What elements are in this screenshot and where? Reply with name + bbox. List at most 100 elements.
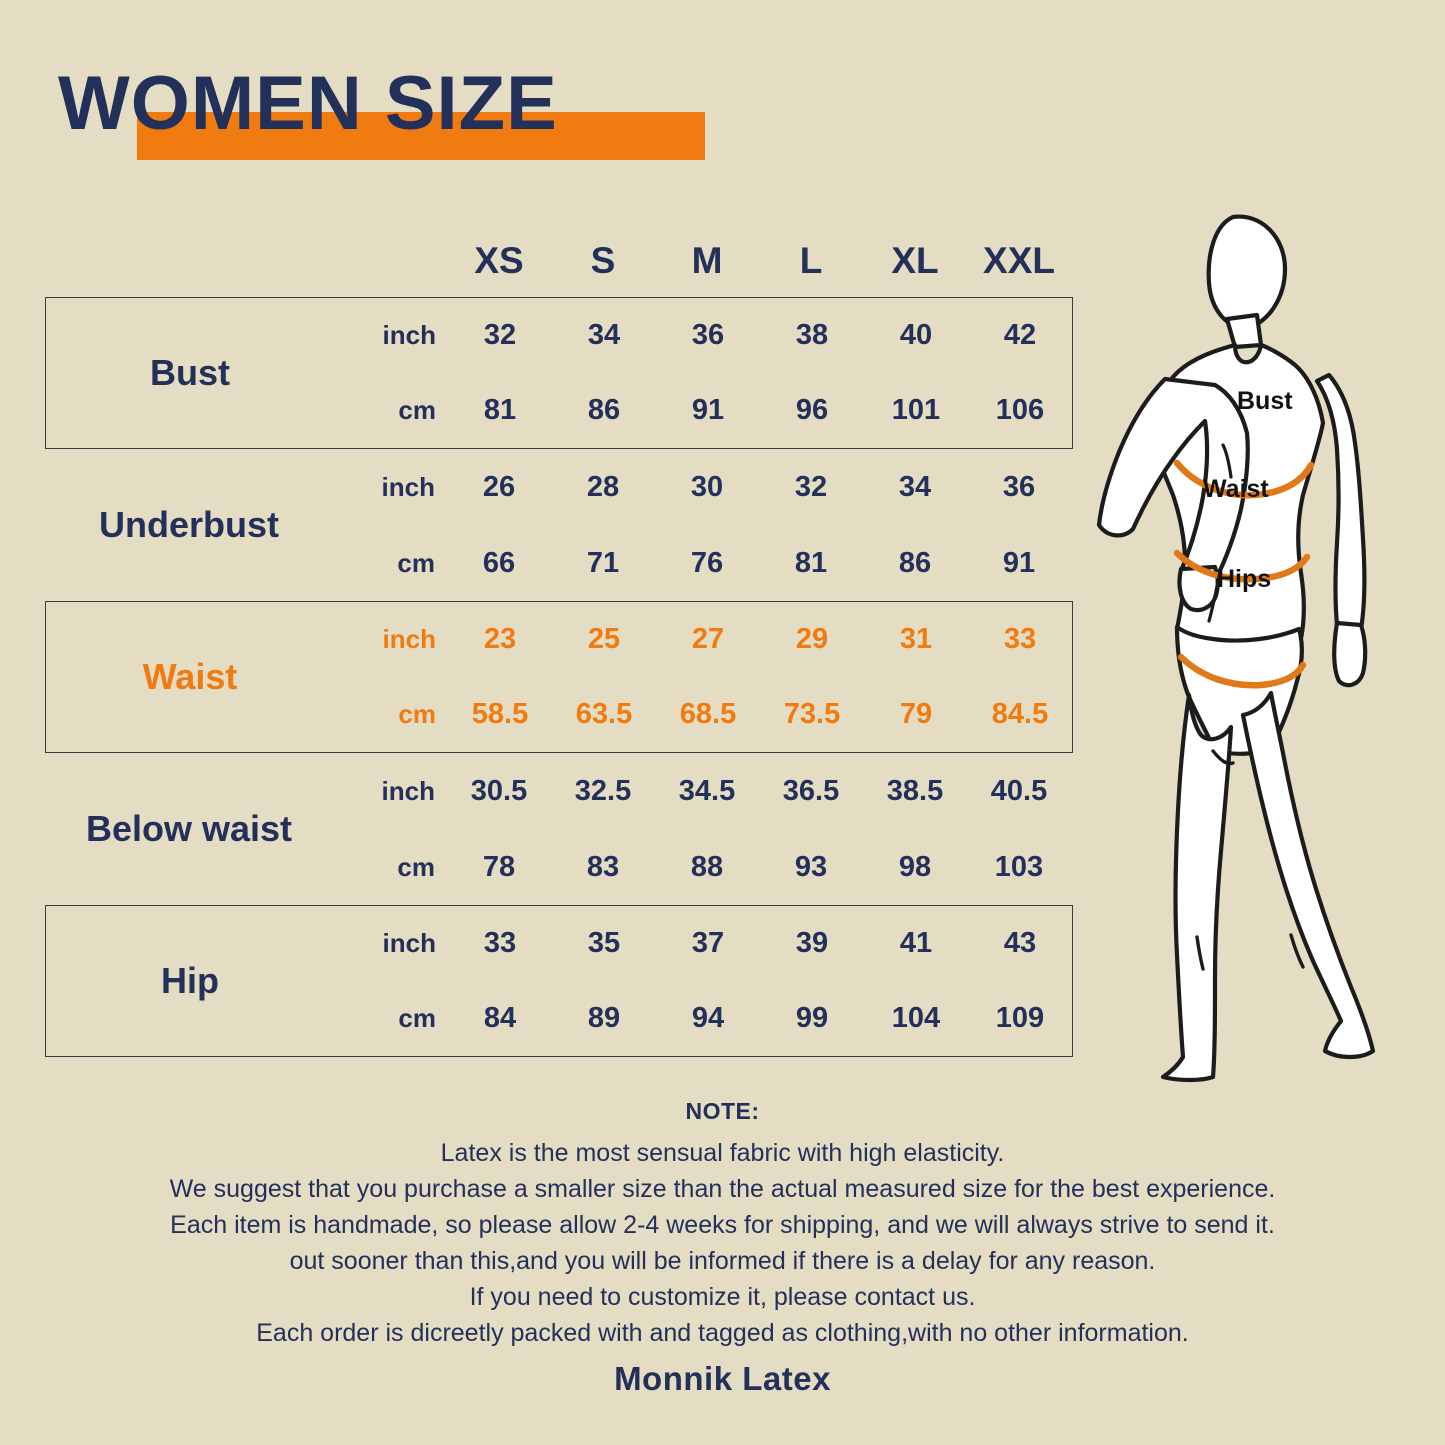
cell-value: 41	[899, 927, 933, 959]
cell-value: 32	[794, 470, 828, 503]
cell-value: 40.5	[990, 774, 1048, 807]
row-line-cm: cm 78 83 88 93 98 103	[333, 829, 1073, 905]
figure-crotch-line	[1211, 749, 1235, 766]
cell-value: 91	[691, 394, 725, 426]
cell-value: 28	[586, 470, 620, 503]
row-values: inch 26 28 30 32 34 36 cm 66 71 76 81 86…	[333, 449, 1073, 601]
row-values: inch 32 34 36 38 40 42 cm 81 86 91 96 10…	[334, 298, 1072, 448]
cell-value: 106	[995, 394, 1045, 426]
cell-value: 88	[690, 850, 724, 883]
row-line-cm: cm 84 89 94 99 104 109	[334, 981, 1072, 1056]
cell-value: 79	[899, 698, 933, 730]
row-label-cell: Underbust	[45, 449, 333, 601]
figure-label-hips: Hips	[1217, 565, 1271, 593]
hips-measure-band	[1177, 653, 1307, 689]
cell-value: 81	[794, 546, 828, 579]
cell-value: 83	[586, 850, 620, 883]
cell-value: 43	[1003, 927, 1037, 959]
unit-label: inch	[381, 775, 435, 806]
cell-value: 109	[995, 1002, 1045, 1034]
row-line-inch: inch 33 35 37 39 41 43	[334, 906, 1072, 981]
cell-value: 27	[691, 623, 725, 655]
row-values: inch 23 25 27 29 31 33 cm 58.5 63.5 68.5…	[334, 602, 1072, 752]
cell-value: 34	[898, 470, 932, 503]
unit-label: inch	[382, 320, 436, 350]
cell-value: 101	[891, 394, 941, 426]
note-line: out sooner than this,and you will be inf…	[289, 1247, 1156, 1275]
note-line: If you need to customize it, please cont…	[469, 1283, 976, 1311]
figure-arm-right	[1314, 372, 1367, 636]
figure-neck	[1224, 312, 1264, 350]
female-mannequin-illustration: Bust Waist Hips	[1096, 214, 1376, 1083]
unit-label: inch	[382, 624, 436, 654]
cell-value: 63.5	[575, 698, 633, 730]
cell-value: 30	[690, 470, 724, 503]
row-label-cell: Bust	[46, 298, 334, 448]
cell-value: 29	[795, 623, 829, 655]
row-label-hip: Hip	[161, 960, 219, 1001]
table-row: Underbust inch 26 28 30 32 34 36 cm 66 7…	[45, 449, 1073, 601]
cell-value: 93	[794, 850, 828, 883]
size-header-row: XS S M L XL XXL	[45, 225, 1073, 297]
note-heading: NOTE:	[685, 1098, 760, 1124]
row-label-cell: Below waist	[45, 753, 333, 905]
row-values: inch 33 35 37 39 41 43 cm 84 89 94 99 10…	[334, 906, 1072, 1056]
cell-value: 84.5	[991, 698, 1049, 730]
row-line-inch: inch 23 25 27 29 31 33	[334, 602, 1072, 677]
note-line: We suggest that you purchase a smaller s…	[169, 1175, 1276, 1203]
unit-label: cm	[397, 851, 435, 882]
cell-value: 66	[482, 546, 516, 579]
cell-value: 96	[795, 394, 829, 426]
row-label-cell: Hip	[46, 906, 334, 1056]
figure-head	[1206, 214, 1288, 330]
cell-value: 40	[899, 319, 933, 351]
cell-value: 84	[483, 1002, 517, 1034]
cell-value: 71	[586, 546, 620, 579]
cell-value: 42	[1003, 319, 1037, 351]
cell-value: 81	[483, 394, 517, 426]
cell-value: 86	[587, 394, 621, 426]
figure-hand-right	[1332, 620, 1368, 688]
size-header-l: L	[799, 240, 823, 281]
row-label-bust: Bust	[150, 352, 230, 393]
measurement-figure: Bust Waist Hips	[1085, 195, 1445, 1095]
cell-value: 98	[898, 850, 932, 883]
cell-value: 94	[691, 1002, 725, 1034]
unit-label: cm	[398, 395, 436, 425]
size-chart-table: XS S M L XL XXL Bust inch 32 34 36 38 40…	[45, 225, 1073, 1057]
cell-value: 32	[483, 319, 517, 351]
unit-label: cm	[398, 699, 436, 729]
size-header-xs: XS	[474, 240, 524, 281]
cell-value: 36.5	[782, 774, 840, 807]
cell-value: 34.5	[678, 774, 736, 807]
note-line: Each item is handmade, so please allow 2…	[170, 1211, 1275, 1239]
row-values: inch 30.5 32.5 34.5 36.5 38.5 40.5 cm 78…	[333, 753, 1073, 905]
figure-leg-right	[1240, 690, 1376, 1060]
cell-value: 86	[898, 546, 932, 579]
bust-leader-line	[1221, 443, 1233, 479]
size-header-s: S	[590, 240, 616, 281]
cell-value: 36	[691, 319, 725, 351]
bust-measure-band	[1173, 459, 1315, 499]
cell-value: 30.5	[470, 774, 528, 807]
figure-knee-right	[1289, 933, 1305, 969]
cell-value: 104	[891, 1002, 941, 1034]
size-header-m: M	[691, 240, 723, 281]
row-line-inch: inch 30.5 32.5 34.5 36.5 38.5 40.5	[333, 753, 1073, 829]
row-label-underbust: Underbust	[99, 504, 279, 545]
figure-leg-left	[1160, 692, 1234, 1083]
row-line-inch: inch 26 28 30 32 34 36	[333, 449, 1073, 525]
cell-value: 73.5	[783, 698, 841, 730]
cell-value: 91	[1002, 546, 1036, 579]
unit-label: inch	[382, 928, 436, 958]
row-line-cm: cm 81 86 91 96 101 106	[334, 373, 1072, 448]
cell-value: 31	[899, 623, 933, 655]
figure-label-waist: Waist	[1203, 475, 1269, 503]
cell-value: 34	[587, 319, 621, 351]
size-header-xxl: XXL	[983, 240, 1055, 281]
figure-label-bust: Bust	[1237, 387, 1293, 415]
note-line: Latex is the most sensual fabric with hi…	[440, 1139, 1005, 1167]
row-line-cm: cm 66 71 76 81 86 91	[333, 525, 1073, 601]
waist-leader-line	[1207, 565, 1223, 623]
row-line-inch: inch 32 34 36 38 40 42	[334, 298, 1072, 373]
